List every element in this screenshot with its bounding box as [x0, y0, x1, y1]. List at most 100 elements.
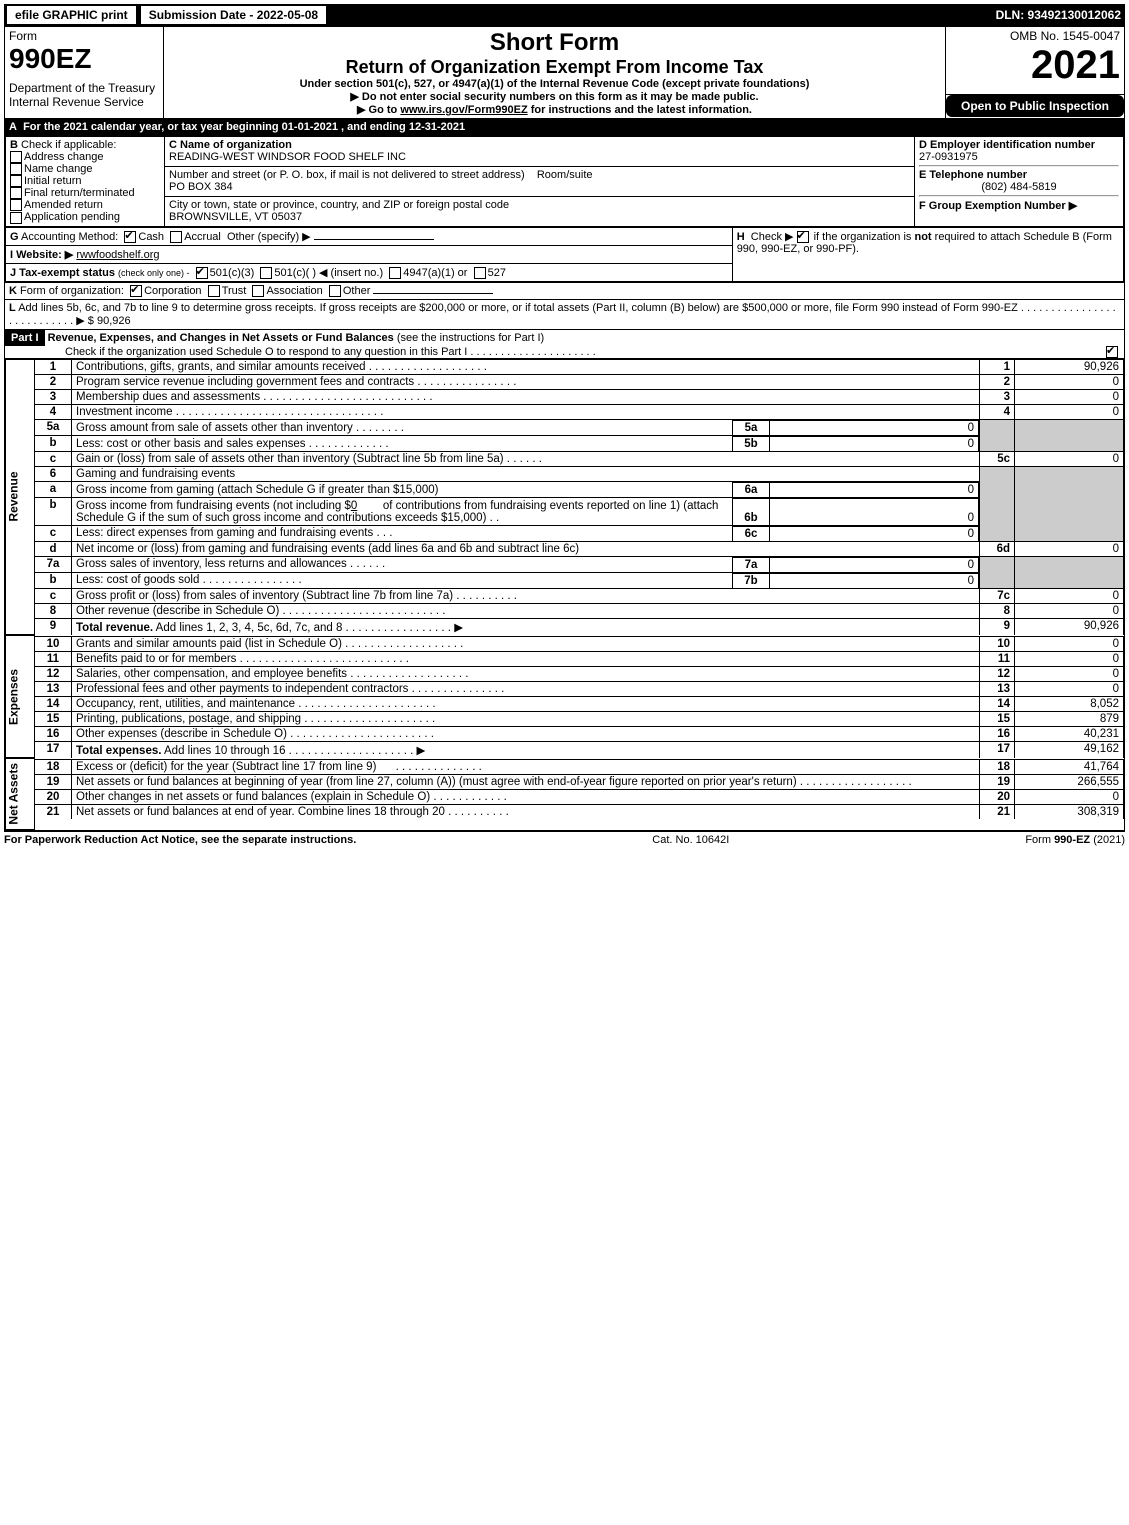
l6d-num: d — [35, 541, 72, 556]
form-label: Form — [9, 29, 159, 43]
expenses-lines: 10Grants and similar amounts paid (list … — [35, 636, 1125, 758]
other-org-checkbox[interactable] — [329, 285, 341, 297]
l1-desc: Contributions, gifts, grants, and simila… — [72, 360, 980, 375]
form-of-org-label: Form of organization: — [20, 285, 124, 297]
l6d-lbl: 6d — [980, 541, 1015, 556]
l7a-subamount: 0 — [770, 557, 979, 572]
other-org-line[interactable] — [373, 293, 493, 294]
cash-label: Cash — [138, 231, 164, 243]
open-to-public: Open to Public Inspection — [946, 95, 1124, 117]
form-ref: Form 990-EZ (2021) — [1025, 834, 1125, 846]
l19-num: 19 — [35, 774, 72, 789]
l16-amount: 40,231 — [1015, 726, 1124, 741]
cash-checkbox[interactable] — [124, 231, 136, 243]
l17-amount: 49,162 — [1015, 741, 1124, 758]
l5c-amount: 0 — [1015, 452, 1124, 467]
schedule-b-checkbox[interactable] — [797, 231, 809, 243]
return-subtitle: Return of Organization Exempt From Incom… — [168, 57, 941, 78]
netassets-tab: Net Assets — [6, 759, 35, 830]
other-specify-line[interactable] — [314, 239, 434, 240]
corporation-label: Corporation — [144, 285, 201, 297]
schedule-o-checkbox[interactable] — [1106, 346, 1118, 358]
part1-subtitle: (see the instructions for Part I) — [397, 332, 544, 344]
l6-desc: Gaming and fundraising events — [72, 467, 980, 482]
l16-num: 16 — [35, 726, 72, 741]
l15-num: 15 — [35, 711, 72, 726]
final-return-checkbox[interactable] — [10, 187, 22, 199]
l8-lbl: 8 — [980, 603, 1015, 618]
trust-label: Trust — [222, 285, 247, 297]
other-label: Other (specify) ▶ — [227, 231, 311, 243]
section-a-label: A — [9, 121, 17, 133]
l6b-amount — [1015, 498, 1124, 526]
501c-checkbox[interactable] — [260, 267, 272, 279]
l10-lbl: 10 — [980, 636, 1015, 651]
501c3-checkbox[interactable] — [196, 267, 208, 279]
section-l-text: Add lines 5b, 6c, and 7b to line 9 to de… — [18, 302, 1018, 314]
website-link[interactable]: rwwfoodshelf.org — [76, 249, 159, 261]
street-value: PO BOX 384 — [169, 181, 233, 193]
association-checkbox[interactable] — [252, 285, 264, 297]
amended-return-checkbox[interactable] — [10, 199, 22, 211]
l6b-subamount: 0 — [770, 499, 979, 525]
l21-num: 21 — [35, 804, 72, 819]
l7b-subamount: 0 — [770, 573, 979, 588]
form-table: Form 990EZ Department of the Treasury In… — [4, 26, 1125, 831]
section-a: A For the 2021 calendar year, or tax yea… — [5, 119, 1125, 136]
l6b-subnum: 6b — [733, 499, 770, 525]
l4-amount: 0 — [1015, 405, 1124, 420]
instructions: ▶ Go to www.irs.gov/Form990EZ for instru… — [168, 103, 941, 116]
l18-amount: 41,764 — [1015, 759, 1124, 774]
section-g-label: G — [10, 231, 19, 243]
corporation-checkbox[interactable] — [130, 285, 142, 297]
title-cell: Short Form Return of Organization Exempt… — [164, 27, 946, 119]
name-change-label: Name change — [24, 163, 93, 175]
527-checkbox[interactable] — [474, 267, 486, 279]
l20-desc: Other changes in net assets or fund bala… — [72, 789, 980, 804]
l7a-desc: Gross sales of inventory, less returns a… — [72, 556, 980, 572]
application-pending-checkbox[interactable] — [10, 212, 22, 224]
l16-lbl: 16 — [980, 726, 1015, 741]
l7b-subnum: 7b — [733, 573, 770, 588]
instructions-link[interactable]: www.irs.gov/Form990EZ — [400, 104, 527, 116]
section-gh-row: G Accounting Method: Cash Accrual Other … — [5, 227, 1125, 283]
section-h-text: if the organization is — [814, 231, 915, 243]
part1-label: Part I — [5, 330, 45, 346]
initial-return-checkbox[interactable] — [10, 175, 22, 187]
revenue-lines: 1Contributions, gifts, grants, and simil… — [35, 359, 1125, 635]
l2-desc: Program service revenue including govern… — [72, 375, 980, 390]
l8-desc: Other revenue (describe in Schedule O) .… — [72, 603, 980, 618]
l4-lbl: 4 — [980, 405, 1015, 420]
section-l-label: L — [9, 302, 16, 314]
l13-desc: Professional fees and other payments to … — [72, 681, 980, 696]
l17-desc: Total expenses. Add lines 10 through 16 … — [72, 741, 980, 758]
website-label: I Website: ▶ — [10, 249, 73, 261]
l13-lbl: 13 — [980, 681, 1015, 696]
association-label: Association — [266, 285, 322, 297]
l12-desc: Salaries, other compensation, and employ… — [72, 666, 980, 681]
amended-return-label: Amended return — [24, 199, 103, 211]
street-label: Number and street (or P. O. box, if mail… — [169, 169, 525, 181]
accrual-checkbox[interactable] — [170, 231, 182, 243]
l20-lbl: 20 — [980, 789, 1015, 804]
l6-num: 6 — [35, 467, 72, 482]
l2-lbl: 2 — [980, 375, 1015, 390]
l6b-desc: Gross income from fundraising events (no… — [72, 498, 980, 526]
l10-num: 10 — [35, 636, 72, 651]
section-l: L Add lines 5b, 6c, and 7b to line 9 to … — [5, 299, 1125, 329]
name-change-checkbox[interactable] — [10, 163, 22, 175]
l6c-subnum: 6c — [733, 526, 770, 541]
l10-amount: 0 — [1015, 636, 1124, 651]
efile-graphic-print-button[interactable]: efile GRAPHIC print — [6, 5, 137, 25]
l7c-amount: 0 — [1015, 588, 1124, 603]
l3-lbl: 3 — [980, 390, 1015, 405]
l20-num: 20 — [35, 789, 72, 804]
trust-checkbox[interactable] — [208, 285, 220, 297]
ssn-warning: ▶ Do not enter social security numbers o… — [168, 90, 941, 103]
address-change-checkbox[interactable] — [10, 151, 22, 163]
section-j-label: J Tax-exempt status — [10, 267, 115, 279]
accrual-label: Accrual — [184, 231, 221, 243]
l17-lbl: 17 — [980, 741, 1015, 758]
section-c-name: C Name of organization READING-WEST WIND… — [165, 137, 915, 167]
4947-checkbox[interactable] — [389, 267, 401, 279]
